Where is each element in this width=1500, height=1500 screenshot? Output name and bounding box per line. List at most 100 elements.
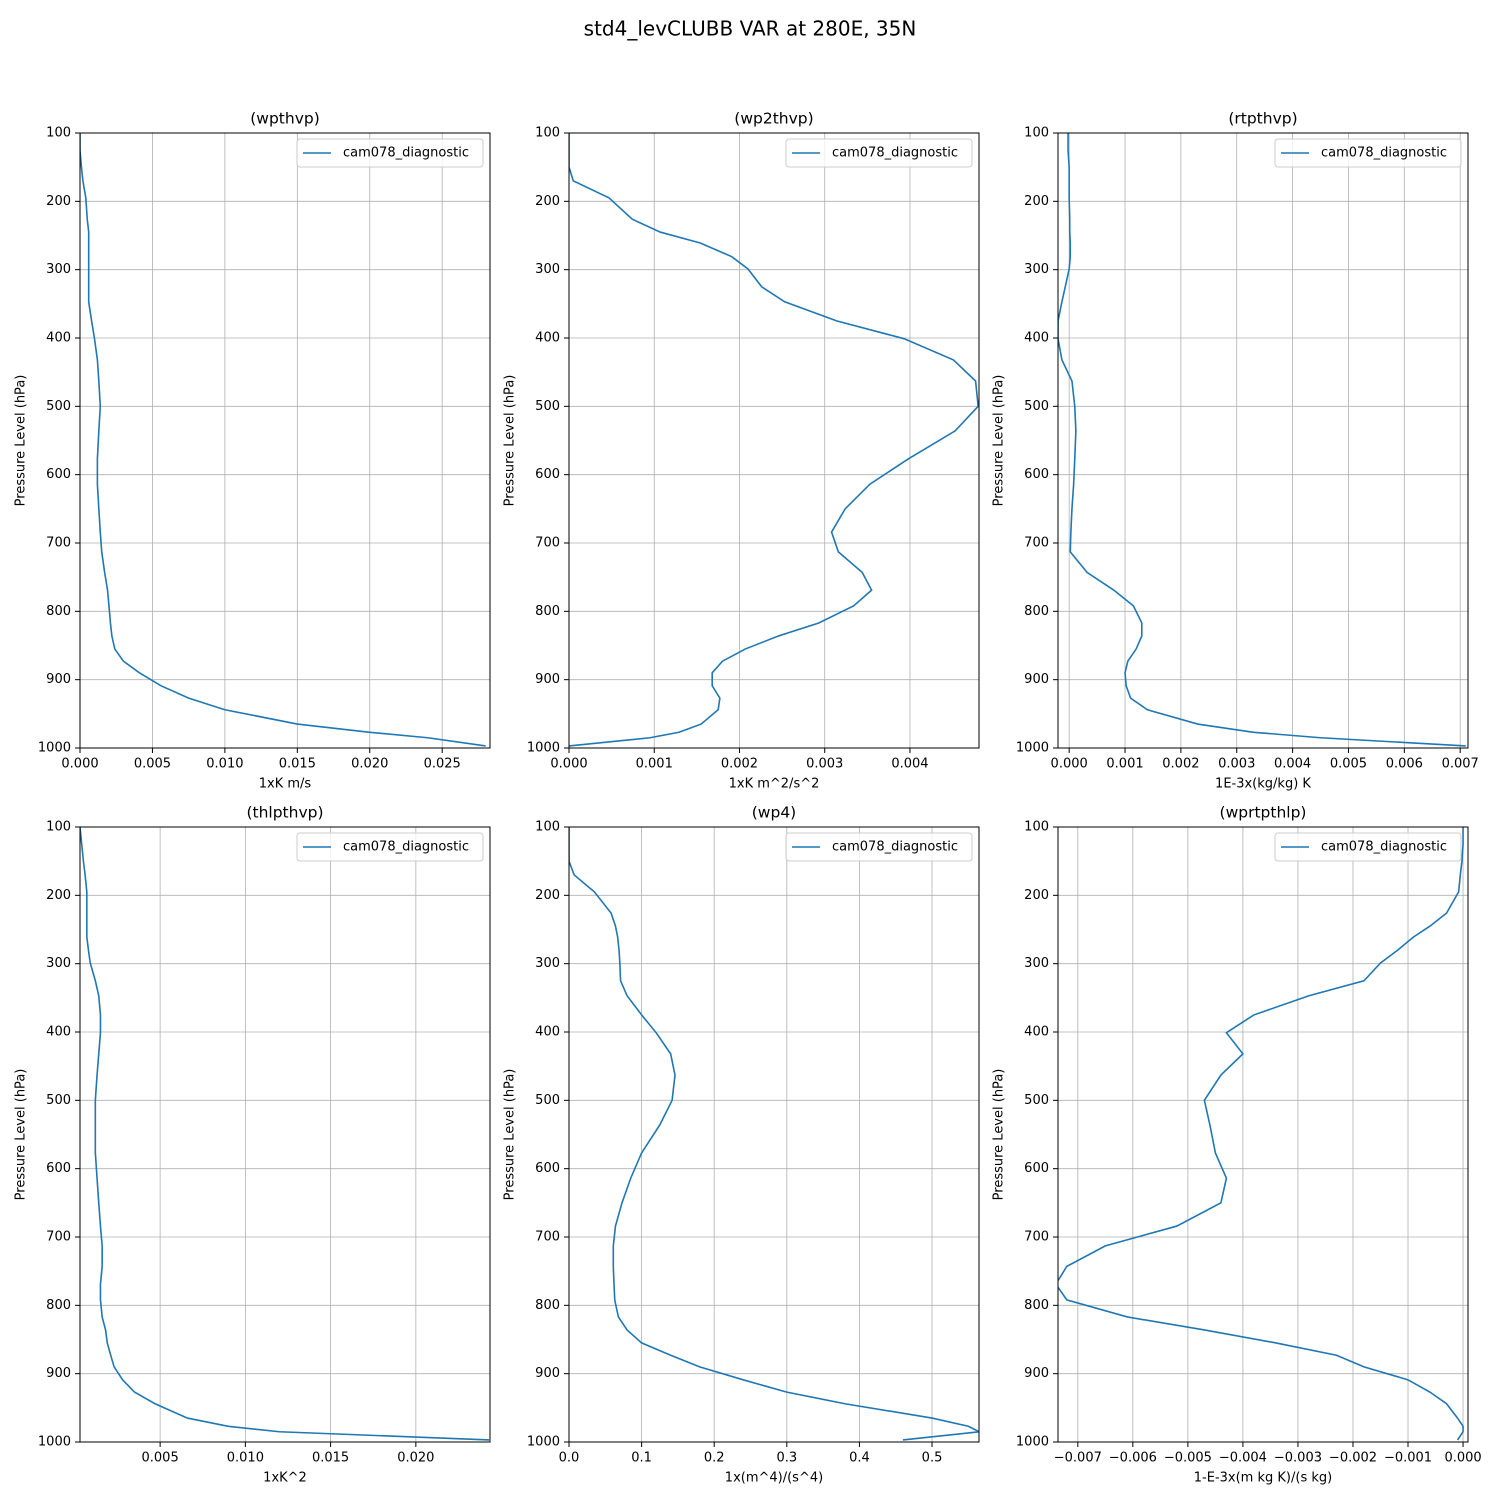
y-tick-label: 200 — [535, 194, 560, 209]
axes-frame — [79, 132, 491, 749]
y-tick-label: 200 — [46, 888, 71, 903]
legend-box — [296, 138, 484, 168]
subplot-title: (wprtpthlp) — [1220, 804, 1307, 822]
y-tick-label: 700 — [46, 536, 71, 551]
subplot-title: (wpthvp) — [250, 110, 320, 128]
y-tick-label: 700 — [535, 536, 560, 551]
x-tick-label: 0.001 — [636, 757, 673, 772]
y-tick-label: 500 — [46, 1093, 71, 1108]
y-tick-label: 1000 — [527, 1435, 560, 1450]
y-tick-label: 100 — [1024, 820, 1049, 835]
y-tick-label: 100 — [46, 820, 71, 835]
y-tick-label: 700 — [1024, 1230, 1049, 1245]
x-axis-label: 1xK m/s — [259, 777, 312, 792]
legend-label: cam078_diagnostic — [343, 146, 469, 161]
y-tick-label: 100 — [535, 820, 560, 835]
legend-label: cam078_diagnostic — [343, 840, 469, 855]
y-tick-label: 300 — [1024, 956, 1049, 971]
y-axis-label: Pressure Level (hPa) — [14, 375, 29, 507]
y-tick-label: 400 — [46, 331, 71, 346]
y-tick-label: 200 — [46, 194, 71, 209]
y-tick-label: 1000 — [1016, 1435, 1049, 1450]
legend-box — [1274, 138, 1462, 168]
x-tick-label: 0.2 — [704, 1451, 725, 1466]
y-tick-label: 500 — [1024, 399, 1049, 414]
y-tick-label: 500 — [1024, 1093, 1049, 1108]
axes-frame — [568, 132, 980, 749]
y-tick-label: 100 — [46, 126, 71, 141]
y-tick-label: 200 — [1024, 194, 1049, 209]
x-axis-label: 1E-3x(kg/kg) K — [1215, 777, 1311, 792]
legend-box — [785, 832, 973, 862]
y-tick-label: 400 — [46, 1025, 71, 1040]
y-tick-label: 900 — [46, 672, 71, 687]
y-tick-label: 600 — [1024, 1161, 1049, 1176]
x-tick-label: 0.000 — [550, 757, 587, 772]
y-tick-label: 300 — [535, 956, 560, 971]
axes-frame — [1057, 132, 1469, 749]
x-tick-label: 0.025 — [424, 757, 461, 772]
y-tick-label: 400 — [1024, 1025, 1049, 1040]
x-tick-label: 0.002 — [721, 757, 758, 772]
x-axis-label: 1xK^2 — [263, 1471, 307, 1486]
subplot-title: (rtpthvp) — [1228, 110, 1297, 128]
x-tick-label: 0.005 — [134, 757, 171, 772]
x-tick-label: 0.1 — [631, 1451, 652, 1466]
legend-label: cam078_diagnostic — [832, 840, 958, 855]
x-tick-label: −0.004 — [1219, 1451, 1267, 1466]
y-tick-label: 500 — [535, 1093, 560, 1108]
x-tick-label: −0.007 — [1054, 1451, 1102, 1466]
legend-label: cam078_diagnostic — [1321, 840, 1447, 855]
x-tick-label: 0.004 — [891, 757, 928, 772]
y-tick-label: 800 — [535, 604, 560, 619]
data-line — [569, 133, 979, 747]
y-tick-label: 500 — [46, 399, 71, 414]
y-tick-label: 600 — [535, 467, 560, 482]
y-tick-label: 200 — [535, 888, 560, 903]
x-tick-label: 0.007 — [1442, 757, 1479, 772]
data-line — [1058, 133, 1466, 747]
y-tick-label: 200 — [1024, 888, 1049, 903]
y-axis-label: Pressure Level (hPa) — [992, 1069, 1007, 1201]
x-tick-label: 0.3 — [776, 1451, 797, 1466]
y-tick-label: 1000 — [38, 741, 71, 756]
x-tick-label: 0.010 — [206, 757, 243, 772]
y-tick-label: 400 — [1024, 331, 1049, 346]
y-tick-label: 800 — [46, 1298, 71, 1313]
y-tick-label: 900 — [1024, 672, 1049, 687]
y-axis-label: Pressure Level (hPa) — [14, 1069, 29, 1201]
y-tick-label: 300 — [46, 956, 71, 971]
y-tick-label: 1000 — [38, 1435, 71, 1450]
y-tick-label: 300 — [46, 262, 71, 277]
x-tick-label: −0.006 — [1109, 1451, 1157, 1466]
y-tick-label: 400 — [535, 331, 560, 346]
data-line — [80, 133, 486, 747]
y-tick-label: 900 — [535, 1366, 560, 1381]
y-tick-label: 800 — [535, 1298, 560, 1313]
y-tick-label: 700 — [46, 1230, 71, 1245]
legend-box — [296, 832, 484, 862]
x-axis-label: 1-E-3x(m kg K)/(s kg) — [1194, 1471, 1332, 1486]
axes-frame — [568, 826, 980, 1443]
x-tick-label: 0.005 — [1330, 757, 1367, 772]
x-tick-label: 0.003 — [1218, 757, 1255, 772]
legend-label: cam078_diagnostic — [832, 146, 958, 161]
y-tick-label: 600 — [46, 1161, 71, 1176]
y-axis-label: Pressure Level (hPa) — [503, 375, 518, 507]
x-tick-label: −0.003 — [1274, 1451, 1322, 1466]
x-axis-label: 1x(m^4)/(s^4) — [725, 1471, 823, 1486]
y-tick-label: 900 — [46, 1366, 71, 1381]
subplot-title: (wp4) — [752, 804, 796, 822]
x-tick-label: 0.010 — [227, 1451, 264, 1466]
x-tick-label: 0.015 — [279, 757, 316, 772]
y-tick-label: 800 — [1024, 604, 1049, 619]
x-tick-label: 0.006 — [1386, 757, 1423, 772]
legend-box — [1274, 832, 1462, 862]
y-tick-label: 400 — [535, 1025, 560, 1040]
x-axis-label: 1xK m^2/s^2 — [729, 777, 820, 792]
y-tick-label: 600 — [46, 467, 71, 482]
x-tick-label: −0.001 — [1384, 1451, 1432, 1466]
x-tick-label: 0.005 — [142, 1451, 179, 1466]
